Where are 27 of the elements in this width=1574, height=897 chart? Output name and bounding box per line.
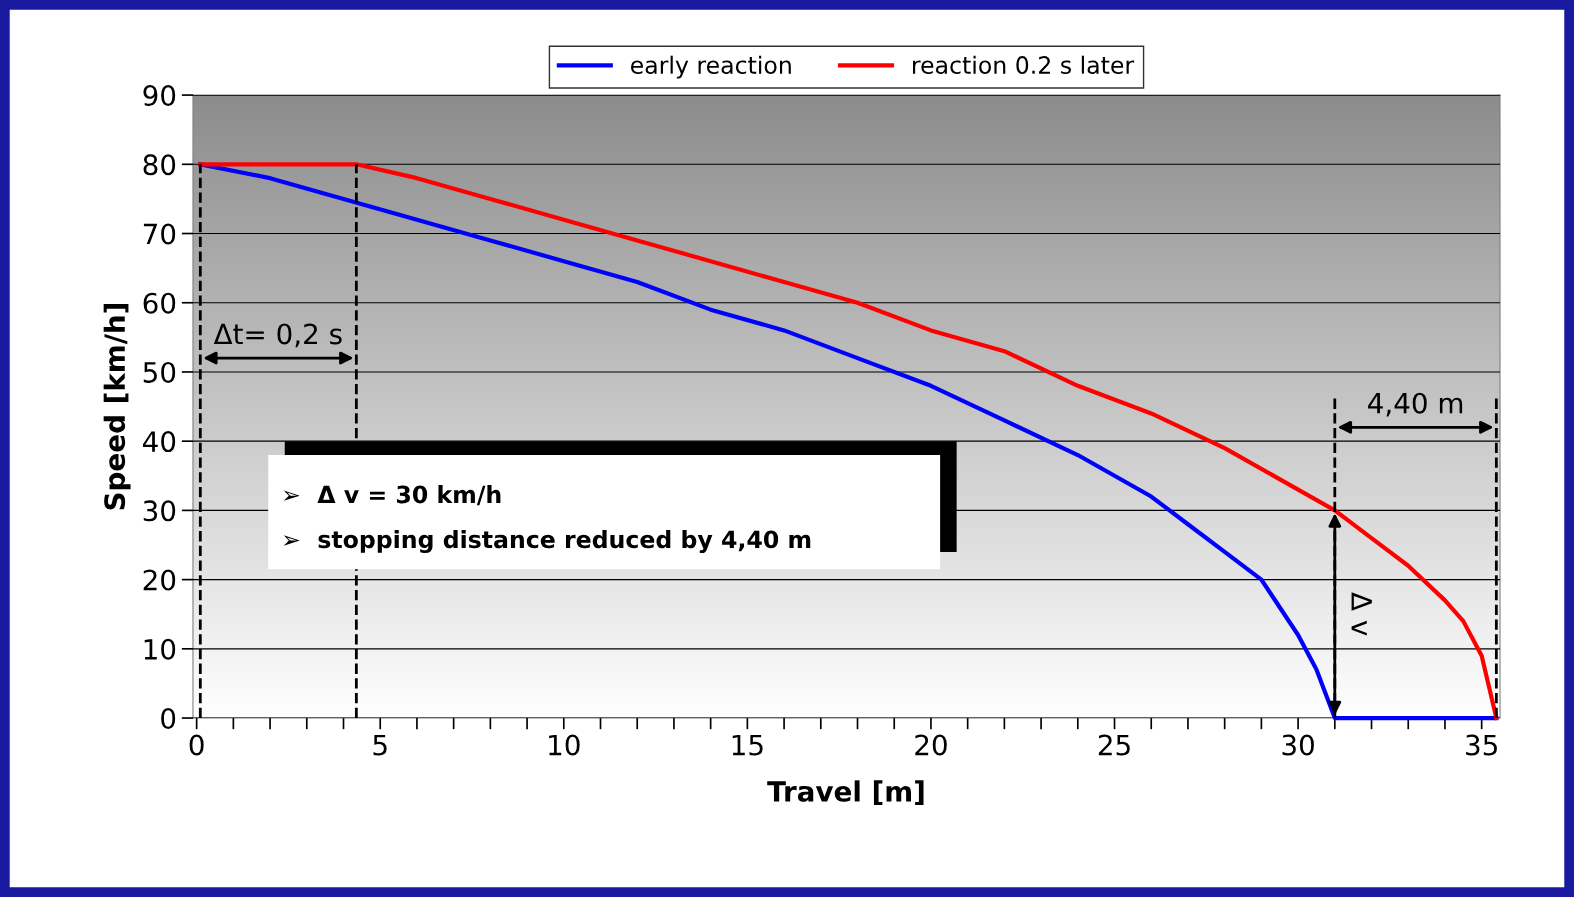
y-tick-label: 20 bbox=[143, 569, 176, 591]
y-tick-label: 70 bbox=[143, 223, 176, 245]
y-tick-label: 10 bbox=[144, 638, 176, 660]
annotation: Δt= 0,2 s bbox=[213, 323, 342, 348]
y-tick-label: 30 bbox=[143, 500, 176, 522]
annotation: 4,40 m bbox=[1368, 392, 1463, 417]
annotation: ➢ stopping distance reduced by 4,40 m bbox=[283, 530, 811, 554]
x-tick-label: 35 bbox=[1466, 734, 1497, 756]
legend-label: early reaction bbox=[631, 55, 791, 79]
x-tick-label: 5 bbox=[373, 734, 387, 756]
y-tick-label: 80 bbox=[143, 154, 176, 176]
y-tick-label: 0 bbox=[161, 707, 176, 729]
y-axis-title: Speed [km/h] bbox=[103, 304, 131, 510]
legend-label: reaction 0.2 s later bbox=[913, 55, 1135, 74]
y-tick-label: 50 bbox=[143, 361, 176, 383]
annotation: ➢ Δ v = 30 km/h bbox=[283, 485, 501, 506]
x-tick-label: 15 bbox=[732, 734, 763, 756]
x-tick-label: 30 bbox=[1282, 734, 1314, 756]
x-tick-label: 10 bbox=[549, 734, 580, 756]
x-axis-title: Travel [m] bbox=[767, 780, 924, 806]
y-tick-label: 40 bbox=[143, 431, 176, 453]
x-tick-label: 0 bbox=[189, 734, 204, 756]
annotation: Δ v bbox=[1351, 592, 1372, 636]
x-tick-label: 20 bbox=[915, 734, 947, 756]
y-tick-label: 60 bbox=[143, 292, 176, 314]
x-tick-label: 25 bbox=[1098, 734, 1130, 756]
y-tick-label: 90 bbox=[143, 85, 176, 107]
